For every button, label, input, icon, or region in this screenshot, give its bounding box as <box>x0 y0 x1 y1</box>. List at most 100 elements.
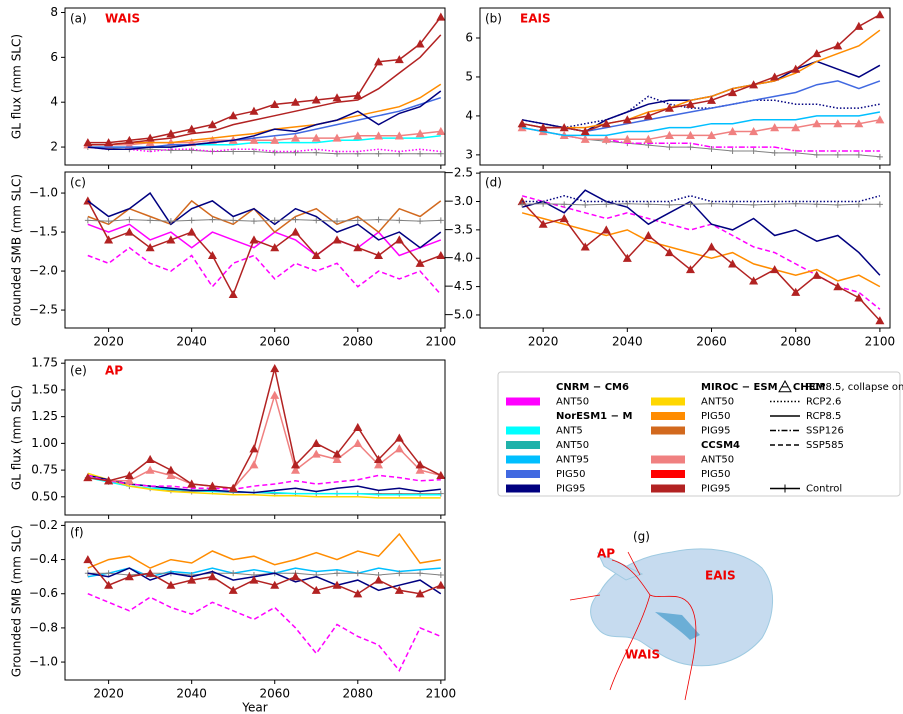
triangle-marker <box>854 293 864 302</box>
y-tick-label: −1.0 <box>29 655 58 669</box>
triangle-marker <box>145 133 155 142</box>
plus-marker <box>792 149 799 156</box>
plus-marker <box>167 147 174 154</box>
plus-marker <box>396 570 403 577</box>
triangle-marker <box>685 99 695 108</box>
x-tick-label: 2020 <box>93 687 124 701</box>
legend-label: PIG50 <box>701 411 730 422</box>
triangle-marker <box>187 479 197 488</box>
triangle-marker <box>353 438 363 447</box>
plus-marker <box>396 217 403 224</box>
plus-marker <box>645 201 652 208</box>
triangle-marker <box>228 483 238 492</box>
series-line <box>87 90 442 151</box>
triangle-marker <box>145 568 155 577</box>
legend-swatch <box>651 397 685 406</box>
triangle-marker <box>187 227 197 236</box>
triangle-marker <box>770 123 780 132</box>
legend-label: PIG95 <box>701 426 730 437</box>
triangle-marker <box>249 444 259 453</box>
y-tick-label: −5.0 <box>444 307 473 321</box>
legend-label: PIG50 <box>556 469 585 480</box>
region-label: EAIS <box>520 12 551 26</box>
triangle-marker <box>145 454 155 464</box>
x-tick-label: 2040 <box>612 335 643 349</box>
y-tick-label: −0.6 <box>29 586 58 600</box>
x-tick-label: 2020 <box>93 335 124 349</box>
y-tick-label: 3 <box>465 147 473 161</box>
triangle-marker <box>207 572 217 581</box>
x-tick-label: 2100 <box>865 335 896 349</box>
triangle-marker <box>374 460 384 469</box>
triangle-marker <box>290 227 300 236</box>
triangle-marker <box>332 454 342 464</box>
plus-marker <box>334 150 341 157</box>
x-tick-label: 2020 <box>528 335 559 349</box>
legend-label: ANT50 <box>701 455 734 466</box>
triangle-marker <box>854 119 864 128</box>
triangle-marker <box>374 575 384 584</box>
triangle-marker <box>124 227 134 236</box>
triangle-marker <box>685 130 695 139</box>
plus-marker <box>750 147 757 154</box>
triangle-marker <box>664 103 674 112</box>
legend-label: PIG95 <box>556 484 585 495</box>
triangle-marker <box>394 585 404 594</box>
y-tick-label: −2.5 <box>444 166 473 180</box>
x-tick-label: 2040 <box>176 687 207 701</box>
triangle-marker <box>394 55 404 64</box>
plus-marker <box>334 570 341 577</box>
y-tick-label: 1.25 <box>31 409 58 423</box>
y-axis-label: GL flux (mm SLC) <box>10 385 24 490</box>
plus-marker <box>729 201 736 208</box>
series-line <box>87 476 441 496</box>
triangle-marker <box>311 95 321 104</box>
series-group <box>83 364 445 499</box>
triangle-marker <box>436 580 445 589</box>
triangle-marker <box>311 449 321 458</box>
plus-marker <box>876 153 883 160</box>
triangle-marker <box>166 235 176 244</box>
y-tick-label: −2.0 <box>29 264 58 278</box>
triangle-marker <box>833 282 843 291</box>
triangle-marker <box>875 316 885 325</box>
triangle-marker <box>228 585 238 594</box>
plus-marker <box>188 488 195 495</box>
series-line <box>87 472 441 499</box>
legend-swatch <box>651 484 685 493</box>
triangle-marker <box>228 289 238 299</box>
y-tick-label: −4.5 <box>444 279 473 293</box>
y-tick-label: −2.5 <box>29 303 58 317</box>
legend-label: ANT50 <box>556 440 589 451</box>
legend-label: PIG95 <box>701 484 730 495</box>
triangle-marker <box>270 135 280 144</box>
region-label: EAIS <box>705 569 736 583</box>
region-label: AP <box>597 547 615 561</box>
plus-marker <box>417 150 424 157</box>
triangle-marker <box>166 580 176 589</box>
series-line <box>87 246 442 295</box>
triangle-marker <box>166 470 176 480</box>
triangle-marker <box>104 476 114 485</box>
series-line <box>521 195 881 310</box>
legend-swatch <box>506 455 540 464</box>
panel: −1.0 −1.5 −2.0 −2.5 2020 2040 2060 2080 2100 (c) G… <box>10 171 456 349</box>
triangle-marker <box>436 12 445 21</box>
plus-marker <box>582 201 589 208</box>
plus-marker <box>250 218 257 225</box>
triangle-marker <box>187 575 197 584</box>
plus-marker <box>561 201 568 208</box>
panel-label: (f) <box>70 526 84 540</box>
panel-label: (g) <box>633 530 650 544</box>
plus-marker <box>84 217 91 224</box>
plot-frame <box>64 171 446 329</box>
series-group <box>83 192 445 299</box>
series-line <box>87 219 441 222</box>
series-line <box>87 192 442 249</box>
plus-marker <box>834 201 841 208</box>
triangle-marker <box>770 72 780 81</box>
plus-marker <box>876 201 883 208</box>
legend-label: PIG50 <box>701 469 730 480</box>
plus-marker <box>271 149 278 156</box>
triangle-marker <box>394 433 404 442</box>
